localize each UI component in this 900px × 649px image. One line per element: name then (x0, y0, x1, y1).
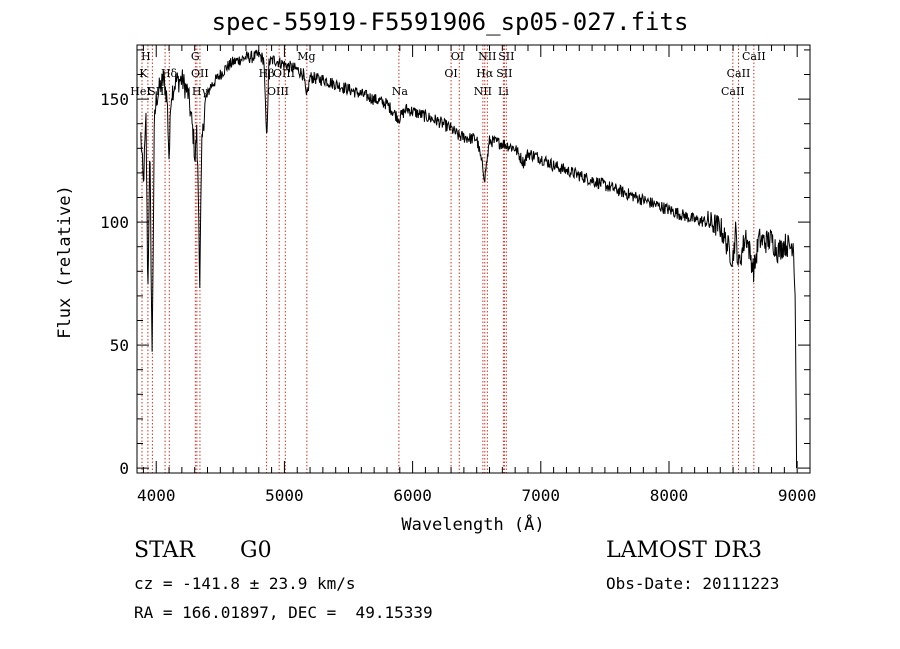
y-tick-label: 50 (110, 336, 129, 355)
annotation-label: OI (451, 50, 464, 63)
object-subclass: G0 (240, 538, 272, 563)
spectrum-line (140, 49, 797, 469)
annotation-label: SII (496, 67, 512, 80)
survey-name: LAMOST DR3 (606, 538, 762, 563)
annotation-label: HeI (130, 85, 150, 98)
annotation-label: NII (474, 85, 492, 98)
x-tick-label: 7000 (522, 486, 561, 505)
annotation-label: K (139, 67, 148, 80)
x-tick-label: 6000 (393, 486, 432, 505)
y-tick-label: 150 (100, 90, 129, 109)
x-axis-label: Wavelength (Å) (401, 513, 544, 535)
x-tick-label: 5000 (265, 486, 304, 505)
x-tick-label: 4000 (137, 486, 176, 505)
annotation-label: OII (191, 67, 209, 80)
annotation-label: OIII (273, 67, 295, 80)
annotation-label: OI (444, 67, 457, 80)
axis-ticks-layer: 4000 5000 6000 7000 8000 9000 0 50 100 150 (100, 45, 816, 505)
annotation-lines-layer (141, 45, 755, 473)
chart-title: spec-55919-F5591906_sp05-027.fits (211, 8, 689, 36)
annotation-label: CaII (727, 67, 751, 80)
object-class: STAR (134, 538, 195, 563)
annotation-label: Hδ (161, 67, 178, 80)
coordinates-readout: RA = 166.01897, DEC = 49.15339 (134, 603, 433, 622)
annotation-label: SII (148, 85, 164, 98)
annotation-label: Hβ (259, 67, 275, 80)
annotation-label: Mg (297, 50, 315, 63)
annotation-label: SII (498, 50, 514, 63)
annotation-label: CaII (721, 85, 745, 98)
annotation-label: Na (392, 85, 409, 98)
annotation-label: OIII (267, 85, 289, 98)
annotation-label: H (141, 50, 151, 63)
y-tick-label: 0 (119, 459, 129, 478)
x-tick-label: 8000 (650, 486, 689, 505)
annotation-label: Hα (476, 67, 494, 80)
observation-date: Obs-Date: 20111223 (606, 574, 780, 593)
redshift-readout: cz = -141.8 ± 23.9 km/s (134, 574, 356, 593)
annotation-labels-layer: HKHeISIIHδGOIIHγHβOIIIOIIIMgNaOIOINIIHαN… (130, 50, 765, 98)
annotation-label: CaII (742, 50, 766, 63)
x-tick-label: 9000 (778, 486, 817, 505)
plot-frame (136, 44, 811, 474)
annotation-label: Hγ (192, 85, 209, 98)
annotation-label: NII (478, 50, 496, 63)
annotation-label: G (191, 50, 200, 63)
y-axis-label: Flux (relative) (55, 185, 75, 339)
annotation-label: Li (498, 85, 509, 98)
y-tick-label: 100 (100, 213, 129, 232)
spectrum-layer (140, 49, 797, 469)
